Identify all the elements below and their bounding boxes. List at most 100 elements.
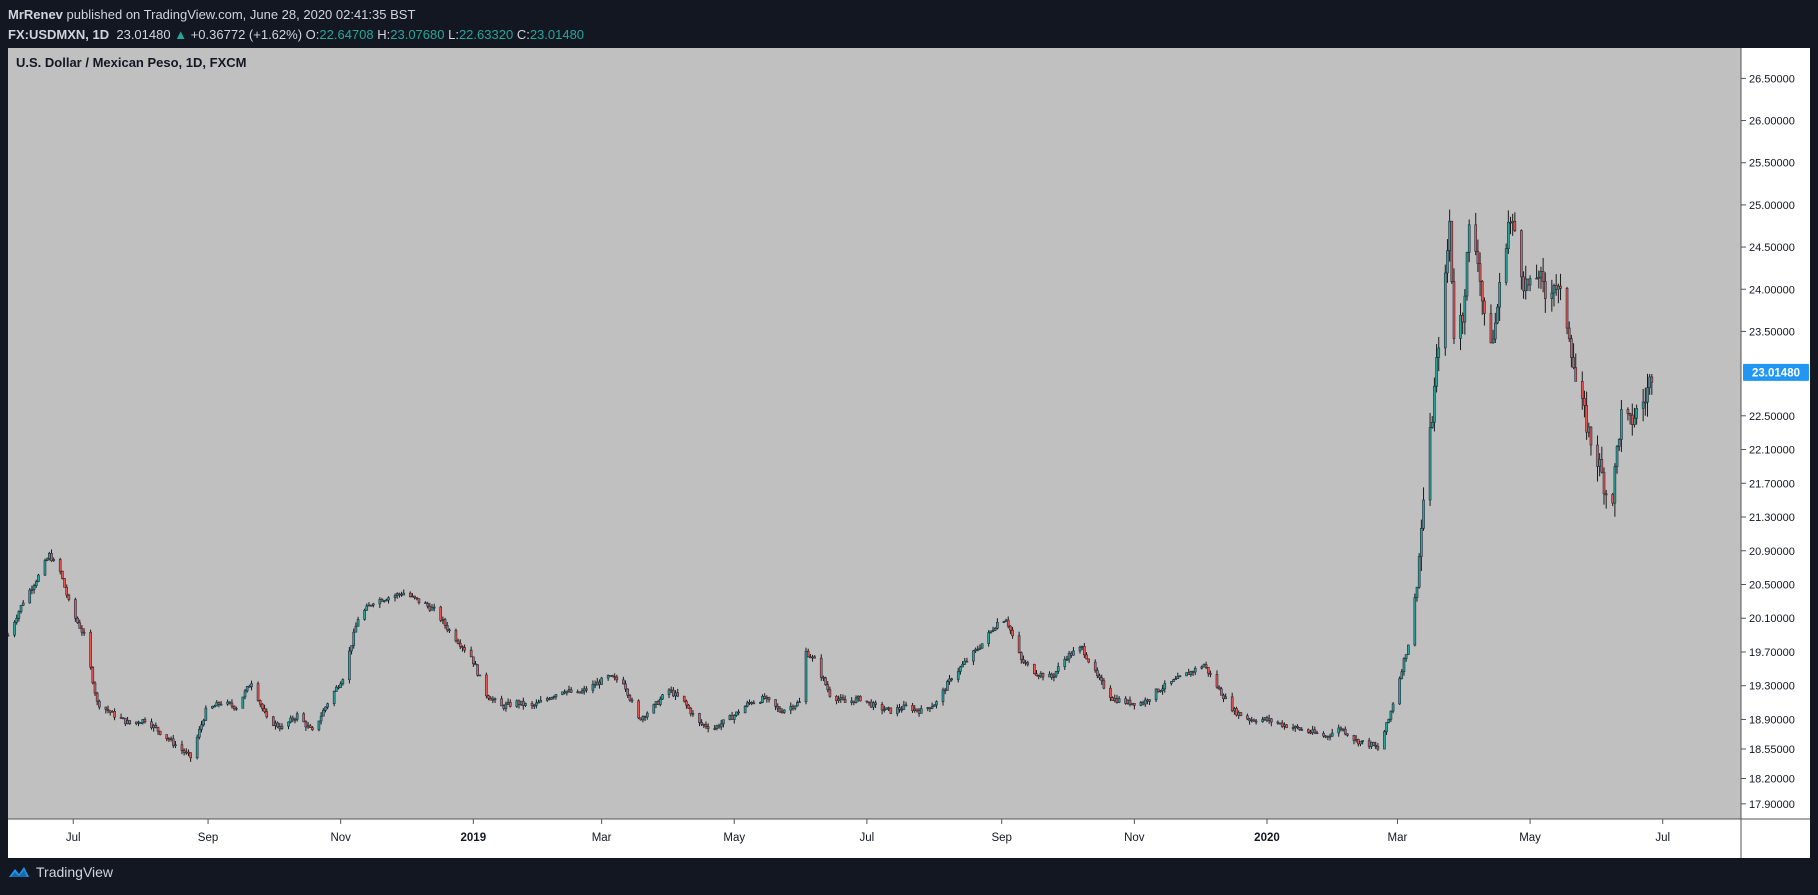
candle-body bbox=[1041, 673, 1045, 678]
candle-body bbox=[158, 730, 162, 735]
candle-body bbox=[1359, 740, 1362, 745]
time-axis[interactable] bbox=[8, 819, 1741, 858]
candle-body bbox=[504, 703, 508, 709]
chart-container[interactable]: 26.50000 26.00000 25.50000 25.00000 24.50000… bbox=[6, 48, 1810, 858]
candle-body bbox=[317, 720, 321, 731]
y-tick-label: 21.70000 bbox=[1749, 478, 1795, 490]
candle-body bbox=[65, 587, 69, 596]
candle-body bbox=[393, 595, 397, 598]
candle-body bbox=[441, 619, 445, 621]
candle-body bbox=[378, 599, 382, 605]
plot-area[interactable] bbox=[8, 48, 1741, 819]
candle-body bbox=[476, 664, 479, 676]
candle-body bbox=[1300, 729, 1304, 731]
candle-body bbox=[1326, 735, 1330, 738]
candle-body bbox=[108, 710, 112, 713]
candle-body bbox=[1109, 687, 1112, 698]
candle-body bbox=[1346, 733, 1349, 736]
candle-body bbox=[474, 663, 477, 666]
candle-body bbox=[1206, 666, 1210, 674]
candle-body bbox=[626, 688, 630, 696]
candle-body bbox=[622, 679, 625, 685]
candle-body bbox=[932, 704, 936, 707]
candle-body bbox=[850, 700, 853, 703]
y-tick-label: 22.10000 bbox=[1749, 445, 1795, 457]
candle-body bbox=[1174, 678, 1177, 681]
candle-body bbox=[1065, 658, 1069, 661]
candle-body bbox=[1648, 376, 1651, 389]
candle-body bbox=[1006, 619, 1010, 627]
candle-body bbox=[1139, 702, 1143, 706]
y-tick-label: 21.30000 bbox=[1749, 512, 1795, 524]
y-tick-label: 18.55000 bbox=[1749, 744, 1795, 756]
candle-body bbox=[1385, 722, 1388, 732]
author-name[interactable]: MrRenev bbox=[8, 7, 63, 22]
candle-body bbox=[980, 643, 984, 649]
published-text: published on TradingView.com, June 28, 2… bbox=[66, 7, 416, 22]
brand-label[interactable]: TradingView bbox=[36, 864, 114, 880]
candle-body bbox=[1283, 724, 1286, 727]
candle-body bbox=[13, 621, 16, 636]
candle-body bbox=[1230, 696, 1234, 712]
candle-body bbox=[948, 678, 951, 682]
candle-body bbox=[1222, 694, 1225, 700]
low-label: L: bbox=[448, 27, 459, 42]
candle-body bbox=[780, 711, 784, 714]
candle-body bbox=[1341, 728, 1345, 731]
candle-body bbox=[1617, 439, 1621, 447]
candle-body bbox=[1220, 688, 1223, 696]
candle-body bbox=[371, 603, 375, 606]
candle-body bbox=[672, 689, 675, 697]
y-tick-label: 22.50000 bbox=[1749, 411, 1795, 423]
candle-body bbox=[1491, 338, 1495, 344]
candle-body bbox=[1306, 729, 1310, 733]
candle-body bbox=[1298, 727, 1301, 730]
candle-body bbox=[1217, 686, 1221, 690]
candle-body bbox=[993, 628, 997, 631]
candle-body bbox=[676, 692, 680, 697]
last-price-tag-label: 23.01480 bbox=[1752, 367, 1800, 379]
candle-body bbox=[1202, 664, 1206, 668]
candle-body bbox=[563, 691, 566, 694]
candle-body bbox=[1528, 278, 1532, 286]
candle-body bbox=[859, 695, 862, 702]
candle-body bbox=[809, 656, 812, 659]
candle-body bbox=[1115, 698, 1119, 703]
y-tick-label: 24.50000 bbox=[1749, 242, 1795, 254]
candle-body bbox=[250, 683, 253, 688]
candle-body bbox=[687, 704, 690, 709]
candle-body bbox=[1239, 712, 1243, 717]
candle-body bbox=[989, 630, 993, 633]
low-value: 22.63320 bbox=[458, 27, 514, 42]
candle-body bbox=[291, 717, 295, 721]
candle-body bbox=[782, 709, 786, 713]
candle-body bbox=[1483, 300, 1486, 314]
chart-header: MrRenev published on TradingView.com, Ju… bbox=[8, 6, 584, 43]
candle-body bbox=[1161, 688, 1164, 692]
candle-body bbox=[874, 702, 877, 705]
price-chart[interactable]: 26.50000 26.00000 25.50000 25.00000 24.50000… bbox=[6, 48, 1810, 858]
candle-body bbox=[645, 712, 649, 718]
candle-body bbox=[276, 722, 279, 728]
candle-body bbox=[311, 727, 314, 731]
candle-body bbox=[58, 559, 62, 572]
candle-body bbox=[461, 646, 464, 648]
candle-body bbox=[585, 688, 588, 691]
candle-body bbox=[1633, 417, 1636, 425]
candle-body bbox=[628, 694, 632, 701]
candle-body bbox=[380, 599, 384, 602]
candle-body bbox=[1433, 385, 1436, 423]
candle-body bbox=[1572, 357, 1575, 368]
candle-body bbox=[1387, 718, 1391, 723]
candle-body bbox=[1087, 658, 1090, 663]
candle-body bbox=[217, 701, 221, 705]
candle-body bbox=[976, 648, 980, 651]
x-tick-label: Jul bbox=[860, 832, 875, 844]
candle-body bbox=[704, 724, 708, 728]
price-axis[interactable] bbox=[1741, 48, 1810, 858]
candle-body bbox=[1254, 720, 1258, 723]
candle-body bbox=[295, 713, 299, 720]
candle-body bbox=[548, 698, 551, 700]
candle-body bbox=[1280, 722, 1284, 727]
candle-body bbox=[1250, 719, 1254, 722]
